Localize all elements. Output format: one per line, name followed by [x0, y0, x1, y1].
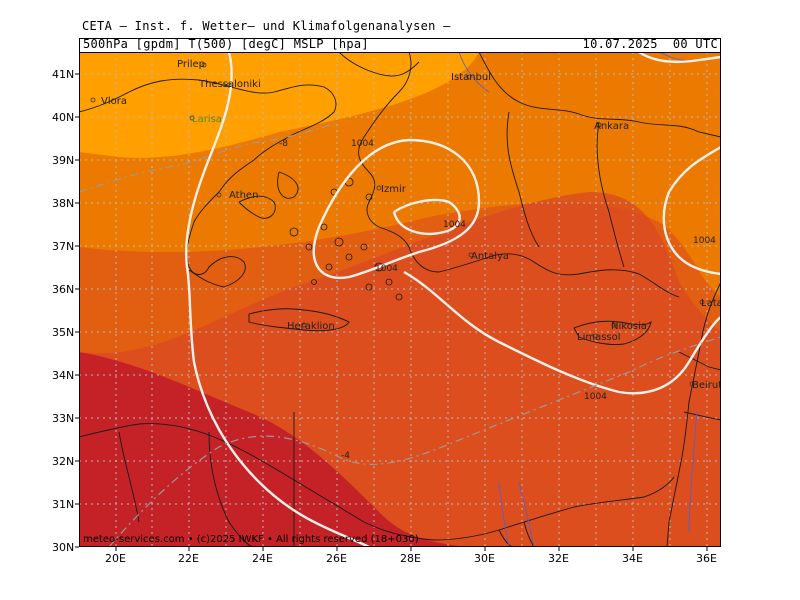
lat-label: 41N: [52, 68, 74, 81]
city-label-vlora: Vlora: [101, 96, 127, 107]
lat-label: 36N: [52, 283, 74, 296]
temperature-contours: [79, 121, 721, 547]
lat-label: 32N: [52, 455, 74, 468]
lon-ticks: [115, 547, 708, 551]
temp-label: -4: [341, 451, 350, 461]
isobar-label: 1004: [375, 264, 398, 274]
header-frame: [79, 38, 721, 52]
temp-label: -8: [279, 139, 288, 149]
city-label-thessaloniki: Thessaloniki: [198, 79, 261, 90]
city-label-beirut: Beirut: [692, 380, 721, 391]
lon-label: 30E: [474, 552, 495, 565]
city-label-latakia: Latakia: [701, 298, 721, 309]
lon-label: 32E: [548, 552, 569, 565]
city-label-larisa: Larisa: [192, 114, 222, 125]
lat-label: 40N: [52, 111, 74, 124]
city-markers: [90, 62, 705, 387]
lat-ticks: [75, 73, 79, 548]
coastlines: [79, 52, 721, 547]
lon-label: 36E: [696, 552, 717, 565]
lon-label: 20E: [105, 552, 126, 565]
city-label-nikosia: Nikosia: [611, 321, 647, 332]
city-label-izmir: Izmir: [381, 184, 407, 195]
isobar-label: 1004: [351, 139, 374, 149]
city-label-istanbul: Istanbul: [451, 72, 491, 83]
lon-label: 26E: [326, 552, 347, 565]
lat-label: 39N: [52, 154, 74, 167]
lat-label: 38N: [52, 197, 74, 210]
isobar-label: 1004: [443, 220, 466, 230]
city-label-prilep: Prilep: [177, 59, 205, 70]
lat-label: 34N: [52, 369, 74, 382]
lat-label: 37N: [52, 240, 74, 253]
city-label-heraklion: Heraklion: [287, 321, 335, 332]
city-label-ankara: Ankara: [594, 121, 629, 132]
lat-label: 35N: [52, 326, 74, 339]
city-label-athen: Athen: [229, 190, 258, 201]
chart-title: CETA — Inst. f. Wetter— und Klimafolgena…: [82, 19, 451, 33]
lat-label: 30N: [52, 541, 74, 554]
aegean-islands: [289, 177, 403, 301]
city-label-limassol: Limassol: [577, 332, 621, 343]
band-cold: [79, 52, 479, 158]
isobar-label: 1004: [584, 392, 607, 402]
lat-label: 31N: [52, 498, 74, 511]
isobars: [184, 52, 721, 547]
lon-label: 22E: [178, 552, 199, 565]
city-label-antalya: Antalya: [471, 251, 509, 262]
valid-time: 10.07.2025 00 UTC: [582, 37, 718, 51]
isobar-label: 1004: [693, 236, 716, 246]
lon-label: 24E: [252, 552, 273, 565]
weather-map: Prilep Thessaloniki Vlora Larisa Istanbu…: [79, 52, 721, 547]
lon-label: 28E: [400, 552, 421, 565]
map-frame: [79, 52, 721, 547]
copyright-credit: meteo-services.com • (c)2025 IWKF • All …: [83, 534, 419, 545]
band-hot: [79, 352, 469, 547]
lon-label: 34E: [622, 552, 643, 565]
variables-label: 500hPa [gpdm] T(500) [degC] MSLP [hpa]: [83, 37, 369, 51]
lat-label: 33N: [52, 412, 74, 425]
